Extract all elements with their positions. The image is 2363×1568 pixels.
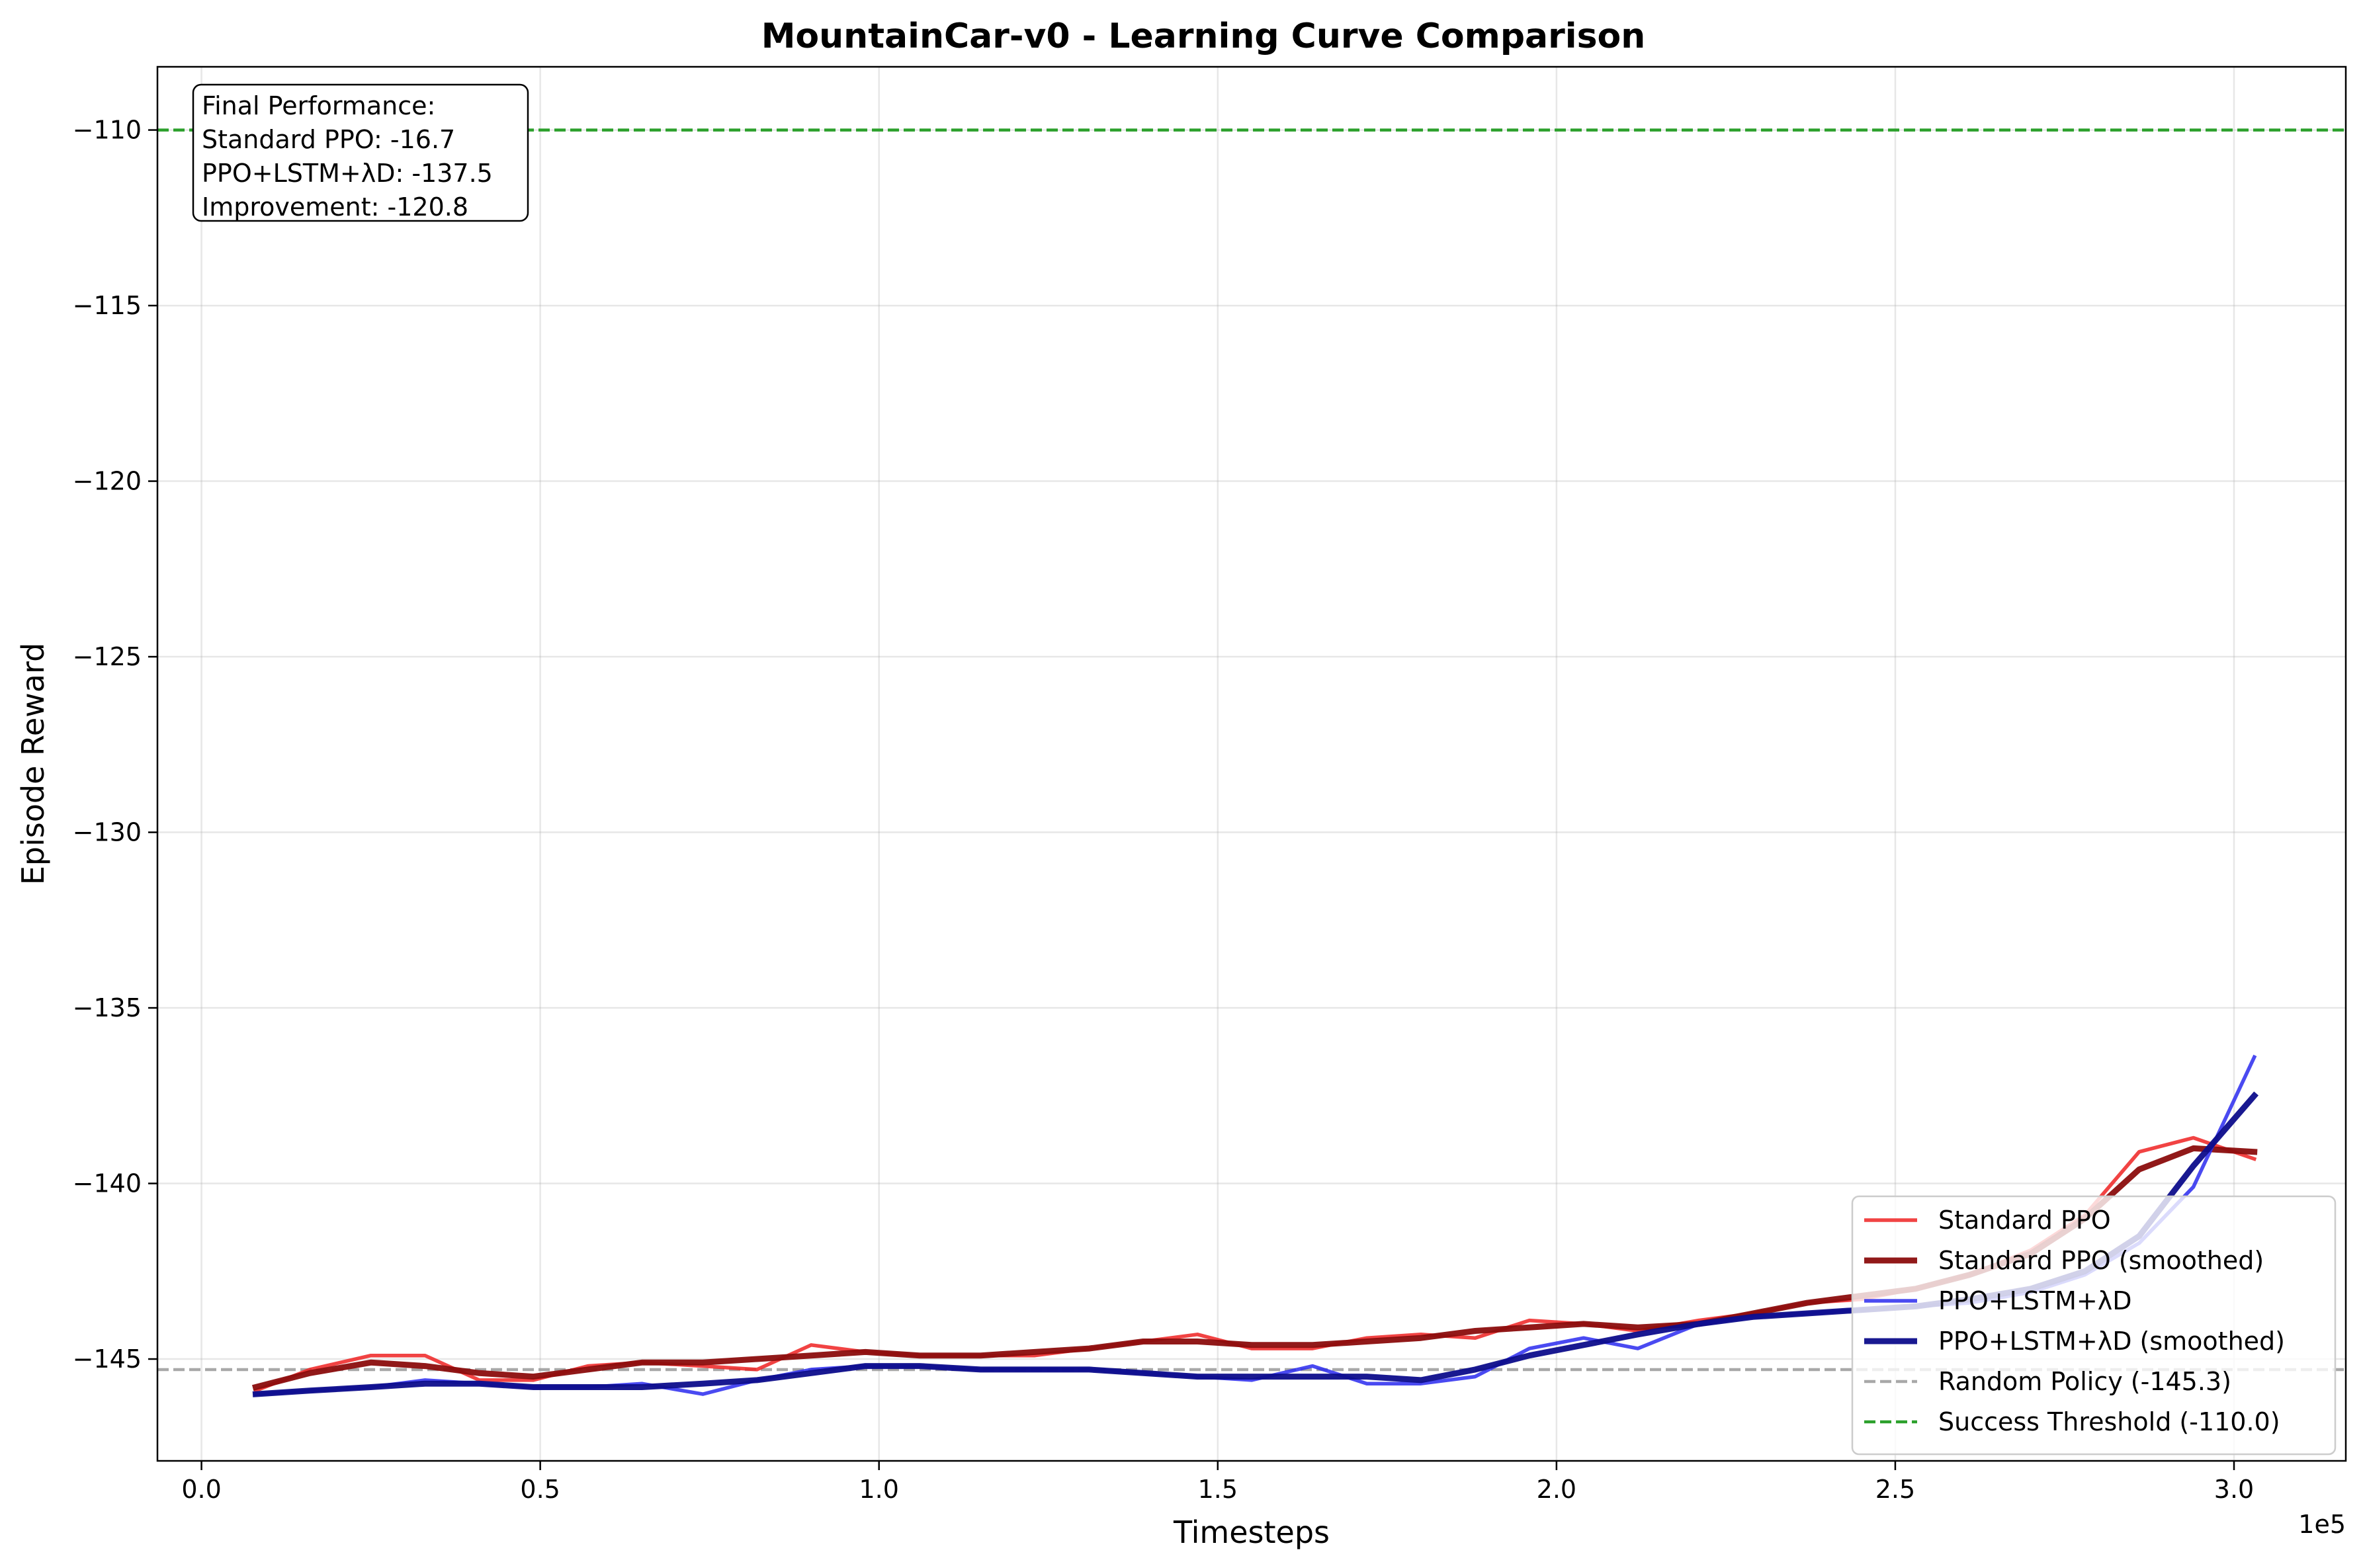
- y-tick-label: −115: [73, 291, 142, 320]
- x-tick-label: 1.5: [1198, 1475, 1238, 1504]
- legend-label: PPO+LSTM+λD (smoothed): [1938, 1327, 2285, 1356]
- final-performance-annotation: Final Performance: Standard PPO: -16.7 PPO…: [192, 83, 529, 222]
- y-tick-label: −140: [73, 1169, 142, 1198]
- legend: Standard PPO Standard PPO (smoothed) PPO+L…: [1851, 1195, 2337, 1456]
- legend-label: Success Threshold (-110.0): [1938, 1407, 2280, 1436]
- x-axis-label: Timesteps: [1173, 1514, 1330, 1550]
- legend-label: Standard PPO: [1938, 1206, 2111, 1235]
- y-tick-label: −145: [73, 1344, 142, 1374]
- y-axis: −145 −140 −135 −130 −125 −120 −115 −110: [73, 116, 157, 1374]
- legend-label: Random Policy (-145.3): [1938, 1367, 2231, 1396]
- y-axis-label: Episode Reward: [15, 643, 51, 886]
- x-tick-label: 0.0: [181, 1475, 221, 1504]
- plot-frame: [156, 65, 2347, 1462]
- x-tick-label: 3.0: [2214, 1475, 2254, 1504]
- legend-label: Standard PPO (smoothed): [1938, 1246, 2264, 1275]
- x-tick-label: 1.0: [859, 1475, 898, 1504]
- y-tick-label: −120: [73, 467, 142, 496]
- annotation-line: Final Performance:: [202, 91, 435, 120]
- annotation-line: PPO+LSTM+λD: -137.5: [202, 159, 493, 188]
- annotation-line: Standard PPO: -16.7: [202, 125, 455, 154]
- y-tick-label: −135: [73, 993, 142, 1022]
- grid: [157, 67, 2346, 1461]
- legend-label: PPO+LSTM+λD: [1938, 1286, 2131, 1315]
- annotation-line: Improvement: -120.8: [202, 192, 468, 222]
- x-tick-label: 2.5: [1875, 1475, 1915, 1504]
- x-axis-offset-label: 1e5: [2298, 1510, 2346, 1539]
- x-tick-label: 0.5: [520, 1475, 560, 1504]
- chart-title: MountainCar-v0 - Learning Curve Comparis…: [761, 17, 1646, 56]
- y-tick-label: −110: [73, 116, 142, 145]
- y-tick-label: −125: [73, 642, 142, 671]
- x-tick-label: 2.0: [1537, 1475, 1576, 1504]
- x-axis: 0.0 0.5 1.0 1.5 2.0 2.5 3.0: [181, 1461, 2254, 1504]
- legend-box: [1851, 1195, 2337, 1456]
- y-tick-label: −130: [73, 818, 142, 847]
